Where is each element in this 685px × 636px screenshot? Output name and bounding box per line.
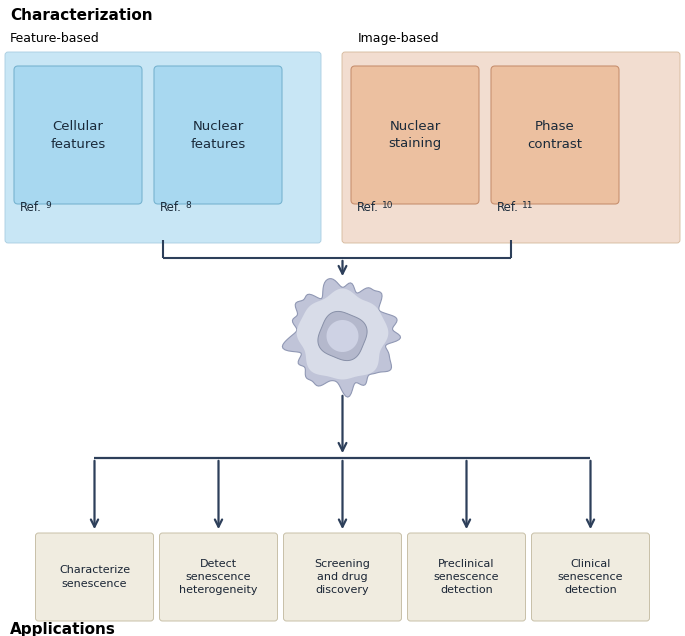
Text: Ref.: Ref. (357, 201, 379, 214)
FancyBboxPatch shape (532, 533, 649, 621)
FancyBboxPatch shape (284, 533, 401, 621)
Text: 10: 10 (382, 201, 393, 210)
Text: Screening
and drug
discovery: Screening and drug discovery (314, 559, 371, 595)
Text: Characterize
senescence: Characterize senescence (59, 565, 130, 588)
FancyBboxPatch shape (14, 66, 142, 204)
Text: Phase
contrast: Phase contrast (527, 120, 582, 151)
Text: Applications: Applications (10, 622, 116, 636)
Polygon shape (297, 289, 388, 380)
Text: Detect
senescence
heterogeneity: Detect senescence heterogeneity (179, 559, 258, 595)
Text: Cellular
features: Cellular features (51, 120, 105, 151)
Text: Preclinical
senescence
detection: Preclinical senescence detection (434, 559, 499, 595)
Text: Characterization: Characterization (10, 8, 153, 23)
FancyBboxPatch shape (351, 66, 479, 204)
Text: Image-based: Image-based (358, 32, 440, 45)
Text: 8: 8 (185, 201, 190, 210)
Text: Ref.: Ref. (497, 201, 519, 214)
Text: 9: 9 (45, 201, 51, 210)
FancyBboxPatch shape (491, 66, 619, 204)
Text: 11: 11 (522, 201, 534, 210)
Text: Clinical
senescence
detection: Clinical senescence detection (558, 559, 623, 595)
FancyBboxPatch shape (342, 52, 680, 243)
Text: Nuclear
features: Nuclear features (190, 120, 246, 151)
Text: Nuclear
staining: Nuclear staining (388, 120, 442, 151)
Polygon shape (327, 320, 358, 352)
Text: Feature-based: Feature-based (10, 32, 100, 45)
Polygon shape (318, 312, 367, 361)
FancyBboxPatch shape (154, 66, 282, 204)
Polygon shape (282, 279, 401, 397)
FancyBboxPatch shape (5, 52, 321, 243)
Text: Ref.: Ref. (160, 201, 182, 214)
FancyBboxPatch shape (160, 533, 277, 621)
FancyBboxPatch shape (408, 533, 525, 621)
FancyBboxPatch shape (36, 533, 153, 621)
Text: Ref.: Ref. (20, 201, 42, 214)
